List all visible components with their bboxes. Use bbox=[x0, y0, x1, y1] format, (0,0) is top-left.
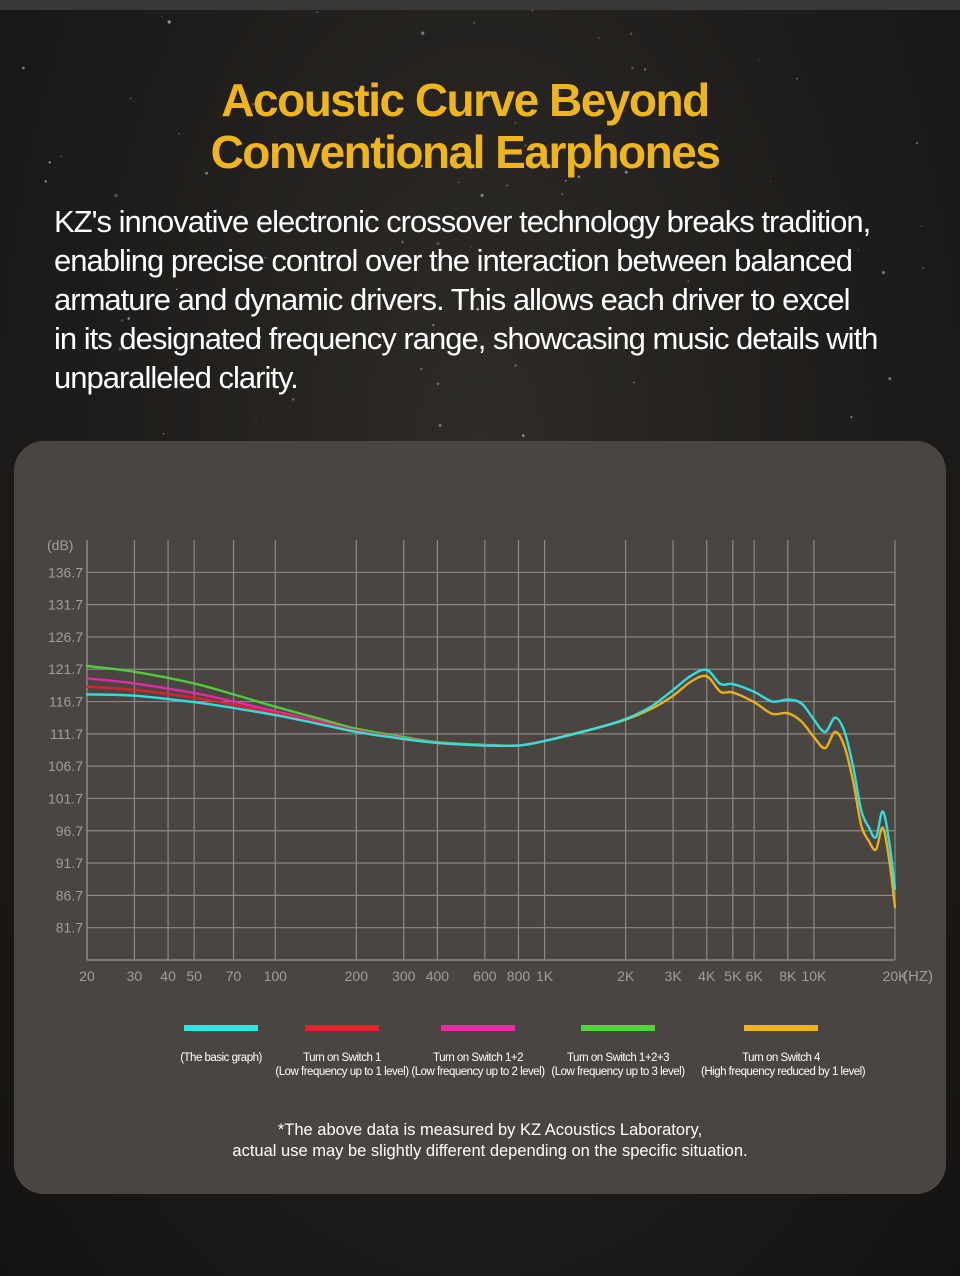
description-line: in its designated frequency range, showc… bbox=[54, 321, 878, 356]
x-tick-label: 2K bbox=[617, 968, 635, 984]
legend-label-line2: (Low frequency up to 3 level) bbox=[551, 1066, 685, 1078]
x-tick-label: 800 bbox=[507, 968, 531, 984]
x-tick-label: 5K bbox=[724, 968, 742, 984]
y-tick-label: 126.7 bbox=[48, 629, 83, 645]
legend-label-line1: Turn on Switch 4 bbox=[742, 1052, 820, 1064]
x-tick-label: 300 bbox=[392, 968, 416, 984]
series-line-1 bbox=[85, 685, 546, 748]
y-tick-label: 116.7 bbox=[49, 694, 83, 710]
note-line-2: actual use may be slightly different dep… bbox=[232, 1142, 748, 1160]
legend-item-switch-1: Turn on Switch 1 (Low frequency up to 1 … bbox=[267, 1025, 417, 1079]
legend-swatch bbox=[441, 1025, 515, 1031]
x-tick-label: 1K bbox=[536, 968, 554, 984]
x-tick-label: 200 bbox=[345, 968, 369, 984]
legend-swatch bbox=[305, 1025, 379, 1031]
x-tick-label: 100 bbox=[264, 968, 288, 984]
x-tick-label: 70 bbox=[226, 968, 242, 984]
x-tick-label: 3K bbox=[665, 968, 683, 984]
legend-label-line1: Turn on Switch 1 bbox=[303, 1052, 381, 1064]
legend-label-line1: Turn on Switch 1+2 bbox=[433, 1052, 523, 1064]
y-tick-label: 111.7 bbox=[50, 726, 83, 742]
y-axis-label: (dB) bbox=[47, 537, 73, 553]
measurement-note: *The above data is measured by KZ Acoust… bbox=[0, 1120, 960, 1162]
legend-swatch bbox=[581, 1025, 655, 1031]
description-line: armature and dynamic drivers. This allow… bbox=[54, 282, 850, 317]
legend-label-line2: (Low frequency up to 2 level) bbox=[411, 1066, 545, 1078]
description-line: KZ's innovative electronic crossover tec… bbox=[54, 204, 871, 239]
x-tick-label: 40 bbox=[160, 968, 176, 984]
series-line-2 bbox=[85, 677, 546, 748]
top-bar bbox=[0, 0, 960, 10]
description: KZ's innovative electronic crossover tec… bbox=[54, 202, 934, 397]
legend-label-line1: Turn on Switch 1+2+3 bbox=[566, 1052, 670, 1064]
x-tick-label: 6K bbox=[746, 968, 764, 984]
legend-label-line2: (Low frequency up to 1 level) bbox=[275, 1066, 409, 1078]
y-tick-label: 101.7 bbox=[48, 790, 83, 806]
y-tick-label: 96.7 bbox=[56, 823, 83, 839]
legend-item-switch-1-2-3: Turn on Switch 1+2+3 (Low frequency up t… bbox=[543, 1025, 693, 1079]
title-line-2: Conventional Earphones bbox=[210, 126, 721, 178]
x-tick-label: 4K bbox=[698, 968, 716, 984]
legend-swatch bbox=[184, 1025, 258, 1031]
series-line-0 bbox=[85, 668, 897, 891]
legend-item-switch-1-2: Turn on Switch 1+2 (Low frequency up to … bbox=[403, 1025, 553, 1079]
page-title: Acoustic Curve Beyond Conventional Earph… bbox=[0, 74, 930, 178]
y-tick-label: 86.7 bbox=[56, 887, 83, 903]
title-line-1: Acoustic Curve Beyond bbox=[221, 74, 710, 126]
chart-legend: (The basic graph) Turn on Switch 1 (Low … bbox=[0, 1025, 960, 1095]
series-line-4 bbox=[543, 674, 897, 909]
legend-label-line2: (The basic graph) bbox=[180, 1052, 262, 1064]
x-tick-label: 50 bbox=[186, 968, 202, 984]
note-line-1: *The above data is measured by KZ Acoust… bbox=[277, 1121, 703, 1139]
y-tick-label: 91.7 bbox=[56, 855, 83, 871]
x-tick-label: 8K bbox=[779, 968, 797, 984]
x-tick-label: 30 bbox=[127, 968, 143, 984]
x-tick-label: 20 bbox=[79, 968, 95, 984]
y-tick-label: 121.7 bbox=[48, 661, 83, 677]
x-axis-label: (HZ) bbox=[903, 968, 933, 985]
chart-panel bbox=[14, 441, 946, 1194]
y-tick-label: 136.7 bbox=[48, 564, 83, 580]
x-tick-label: 10K bbox=[801, 968, 827, 984]
legend-swatch bbox=[744, 1025, 818, 1031]
legend-item-switch-4: Turn on Switch 4 (High frequency reduced… bbox=[701, 1025, 866, 1079]
x-tick-label: 600 bbox=[473, 968, 497, 984]
y-tick-label: 81.7 bbox=[56, 920, 83, 936]
description-line: enabling precise control over the intera… bbox=[54, 243, 853, 278]
frequency-response-chart: 136.7 131.7 126.7 121.7 116.7 111.7 106.7 101.7… bbox=[47, 537, 933, 985]
legend-item-basic-graph: (The basic graph) bbox=[146, 1025, 296, 1065]
y-tick-label: 131.7 bbox=[48, 597, 83, 613]
y-tick-label: 106.7 bbox=[48, 758, 83, 774]
description-line: unparalleled clarity. bbox=[54, 360, 299, 395]
legend-label-line2: (High frequency reduced by 1 level) bbox=[701, 1066, 866, 1078]
x-tick-label: 20K bbox=[883, 968, 909, 984]
x-tick-label: 400 bbox=[426, 968, 450, 984]
